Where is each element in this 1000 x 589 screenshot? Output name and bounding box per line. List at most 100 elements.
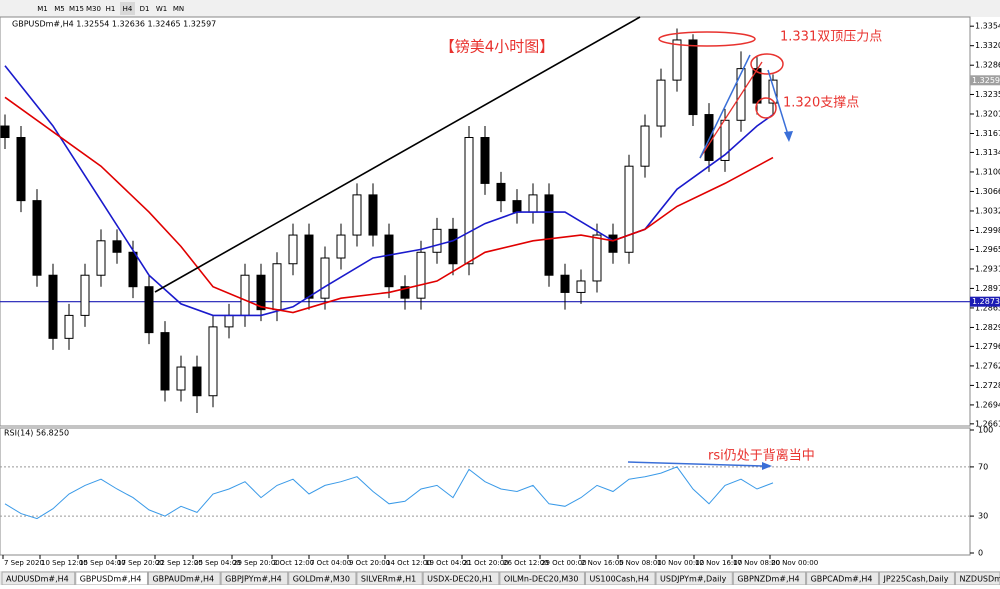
x-tick-label: 2 Nov 16:00 [581,559,624,567]
y-tick-label: 1.27960 [975,342,1000,351]
x-tick-label: 10 Sep 12:00 [41,559,88,567]
y-tick-label: 1.28290 [975,323,1000,332]
x-tick-label: 14 Oct 12:00 [386,559,432,567]
chart-tab-label[interactable]: AUDUSDm#,H4 [6,575,69,584]
chart-tab-label[interactable]: GBPCADm#,H4 [811,575,873,584]
candle-body [560,274,570,293]
rsi-line [4,466,774,520]
x-tick-label: 5 Nov 08:00 [619,559,662,567]
candle-body [112,240,122,253]
candle-body [480,137,490,184]
candle-body [640,125,650,167]
candle-body [464,137,474,265]
timeframe-label[interactable]: D1 [140,5,150,13]
last-price-box [970,75,1000,86]
chart-tab-label[interactable]: GBPNZDm#,H4 [737,575,799,584]
timeframe-label[interactable]: H1 [106,5,116,13]
chart-tab-label[interactable]: USDX-DEC20,H1 [427,575,493,584]
candle-body [240,274,250,316]
chart-tab-label[interactable]: OILMn-DEC20,M30 [504,575,579,584]
x-tick-label: 15 Sep 04:00 [79,559,126,567]
x-tick-label: 2 Oct 12:00 [273,559,314,567]
candle-body [192,366,202,397]
candle-body [16,137,26,202]
y-tick-label: 1.32010 [975,109,1000,118]
chart-tab-label[interactable]: GBPJPYm#,H4 [225,575,282,584]
arrow-head [762,462,772,470]
x-tick-label: 12 Nov 16:00 [695,559,742,567]
timeframe-label[interactable]: W1 [156,5,167,13]
candle-body [352,194,362,236]
chart-tab-label[interactable]: US100Cash,H4 [589,575,649,584]
arrow-head [784,131,793,142]
x-tick-label: 20 Nov 00:00 [771,559,818,567]
trend-line [154,16,641,293]
chart-tab-label[interactable]: SILVERm#,H1 [361,575,416,584]
timeframe-label[interactable]: M1 [37,5,48,13]
chart-tab-label[interactable]: GBPUSDm#,H4 [80,575,142,584]
candle-body [128,251,138,288]
annotation: 【镑美4小时图】 [440,38,555,56]
x-tick-label: 19 Oct 04:00 [425,559,471,567]
annotation: 1.331双顶压力点 [780,30,882,45]
candle-body [544,194,554,276]
y-tick-label: 100 [978,426,993,435]
y-tick-label: 1.26940 [975,400,1000,409]
red-line [699,61,763,159]
x-tick-label: 10 Nov 00:00 [657,559,704,567]
chart-tab-label[interactable]: USDJPYm#,Daily [660,575,727,584]
y-tick-label: 1.27280 [975,381,1000,390]
x-tick-label: 17 Nov 08:00 [733,559,780,567]
candle-body [496,182,506,202]
x-tick-label: 29 Oct 00:00 [541,559,587,567]
annotation: rsi仍处于背离当中 [708,448,815,464]
chart-tab-label[interactable]: GOLDm#,M30 [293,575,350,584]
timeframe-button[interactable] [120,2,135,15]
y-tick-label: 1.32350 [975,90,1000,99]
x-tick-label: 9 Oct 20:00 [349,559,390,567]
candle-body [400,286,410,299]
candle-body [432,228,442,253]
ellipse [658,31,756,47]
annotation: 1.320支撑点 [783,96,859,111]
candle-body [656,79,666,127]
main-panel [0,16,971,427]
candle-body [208,326,218,397]
arrow [767,69,790,139]
toolbar [0,0,1000,17]
candle-body [768,79,778,104]
chart-tab-label[interactable]: JP225Cash,Daily [882,575,948,584]
candle-body [592,234,602,282]
candle-body [144,286,154,334]
x-tick-label: 7 Sep 2020 [4,559,44,567]
timeframe-label[interactable]: MN [173,5,184,13]
x-tick-label: 22 Sep 12:00 [156,559,203,567]
x-tick-label: 26 Oct 12:00 [503,559,549,567]
price-box [970,296,1000,307]
last-price-label: 1.32597 [972,76,1000,85]
candle-body [608,234,618,253]
candle-body [672,39,682,81]
candle-body [704,114,714,161]
candle-body [304,234,314,299]
chart-tab-label[interactable]: GBPAUDm#,H4 [152,575,214,584]
candle-body [176,366,186,391]
candle-body [368,194,378,236]
chart-tab-label[interactable]: NZDUSDm#,Daily [959,575,1000,584]
y-tick-label: 1.33200 [975,41,1000,50]
moving-average [4,96,774,314]
candle-body [416,251,426,299]
x-tick-label: 17 Sep 20:00 [117,559,164,567]
timeframe-label[interactable]: M15 [69,5,84,13]
price-box-label: 1.28739 [972,297,1000,306]
timeframe-label[interactable]: H4 [123,5,133,13]
timeframe-label[interactable]: M5 [54,5,65,13]
y-tick-label: 70 [978,462,988,471]
timeframe-label[interactable]: M30 [86,5,101,13]
candle-body [624,165,634,253]
candle-body [320,257,330,299]
x-tick-label: 21 Oct 20:00 [463,559,509,567]
candle-body [336,234,346,259]
